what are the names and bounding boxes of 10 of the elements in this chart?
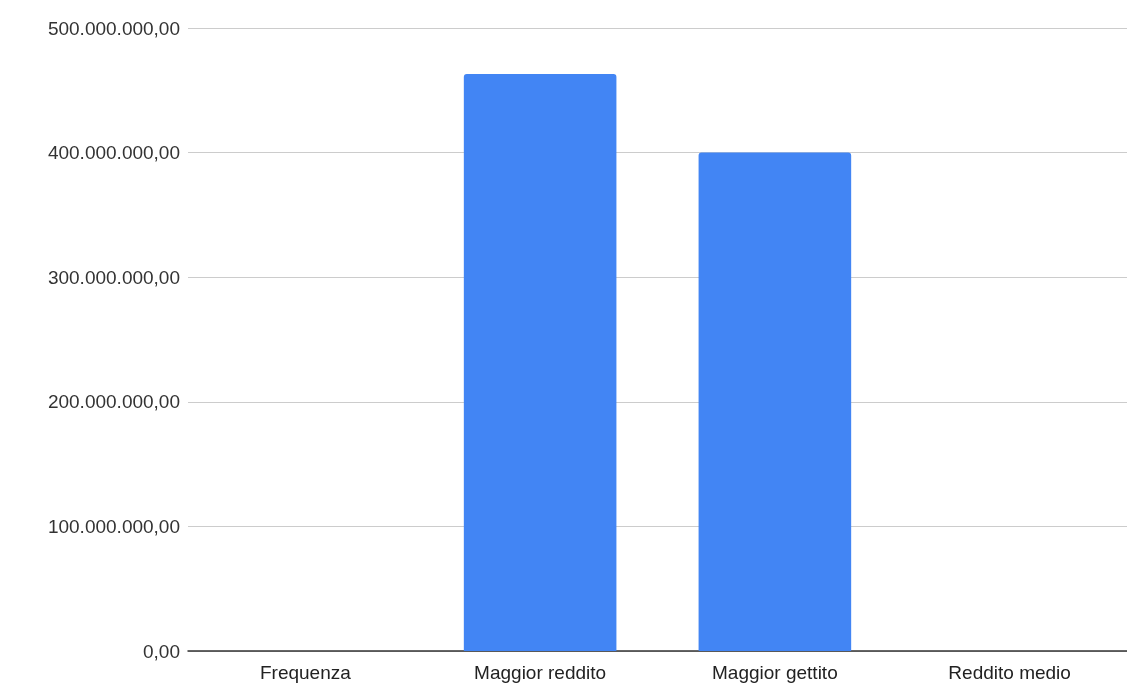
y-tick-label: 300.000.000,00 xyxy=(47,266,180,288)
y-tick-label: 100.000.000,00 xyxy=(47,515,180,537)
y-tick-label: 0,00 xyxy=(143,640,180,662)
x-tick-label: Reddito medio xyxy=(948,662,1071,683)
x-tick-label: Maggior reddito xyxy=(474,662,607,683)
x-tick-label: Frequenza xyxy=(259,662,352,683)
y-tick-label: 200.000.000,00 xyxy=(47,391,180,413)
y-tick-label: 400.000.000,00 xyxy=(47,142,180,164)
x-tick-label: Maggior gettito xyxy=(712,662,838,683)
y-tick-label: 500.000.000,00 xyxy=(47,17,180,39)
